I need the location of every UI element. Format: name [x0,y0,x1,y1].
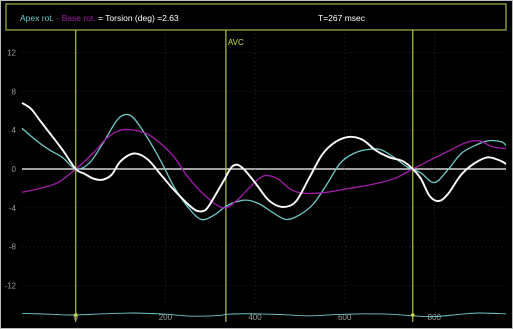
base-rotation-line [21,128,507,209]
torsion-value: =2.63 [155,13,179,23]
apex-rotation-line [21,113,507,221]
y-tick-4: 4 [12,126,17,135]
y-tick-0: 0 [12,165,17,174]
legend-sep-equals: = [96,13,106,23]
time-readout: T=267 msec [318,13,366,23]
y-tick-12: 12 [7,48,16,57]
legend-line: Apex rot. - Base rot. = Torsion (deg) =2… [20,13,179,23]
minimap-dot-1 [410,313,415,317]
x-tick-0: 0 [74,313,79,322]
legend-apex: Apex rot. [20,13,54,23]
y-tick--12: -12 [4,282,16,291]
tick-labels: 12 8 4 0 -4 -8 -12 0 200 400 600 800 [4,48,441,322]
x-tick-200: 200 [159,313,173,322]
minimap-trace [21,312,507,318]
series-lines [21,102,507,221]
header-frame [5,3,507,31]
minimap-strip [21,312,507,318]
x-tick-400: 400 [248,313,262,322]
y-tick-8: 8 [12,87,17,96]
y-tick--4: -4 [9,204,17,213]
x-tick-800: 800 [428,313,442,322]
legend-sep-minus: - [54,13,62,23]
legend-torsion: Torsion (deg) [105,13,155,23]
y-tick--8: -8 [9,243,17,252]
legend-base: Base rot. [62,13,96,23]
minimap-dot-0 [73,313,78,317]
marker-label-avc: AVC [228,38,244,47]
x-tick-600: 600 [338,313,352,322]
torsion-line [21,102,507,213]
